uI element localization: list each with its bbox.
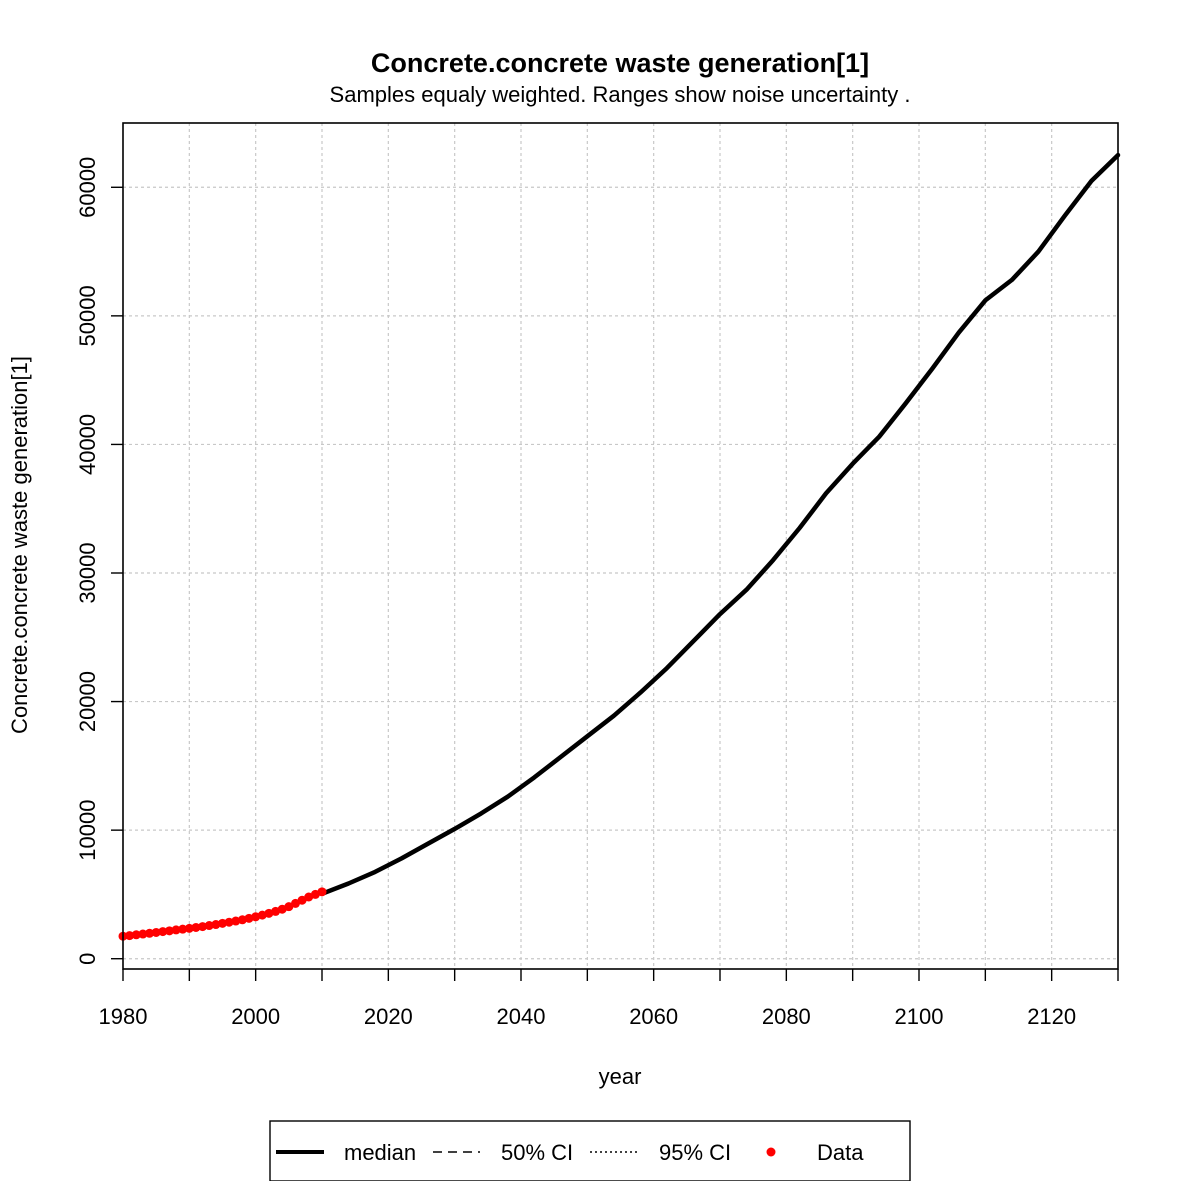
data-point (138, 929, 148, 939)
data-point (317, 887, 327, 897)
y-axis-label: Concrete.concrete waste generation[1] (7, 356, 32, 734)
data-point (151, 927, 161, 937)
data-point (218, 918, 227, 928)
data-point (211, 920, 221, 930)
data-point (191, 922, 201, 932)
data-point (198, 922, 208, 932)
data-point (145, 928, 155, 938)
legend-median-label: median (344, 1140, 416, 1165)
plot-series (118, 152, 1121, 941)
grid (123, 123, 1118, 969)
legend-box (269, 1120, 911, 1181)
y-tick-label: 50000 (75, 285, 100, 346)
x-tick-label: 1980 (99, 1004, 148, 1029)
x-tick-label: 2040 (497, 1004, 546, 1029)
y-tick-label: 20000 (75, 671, 100, 732)
plot-frame (122, 122, 1119, 970)
data-point (131, 930, 141, 940)
legend-50ci-label: 50% CI (501, 1140, 573, 1165)
y-tick-label: 40000 (75, 414, 100, 475)
legend-data-label: Data (817, 1140, 864, 1165)
y-tick-label: 60000 (75, 157, 100, 218)
legend-data-swatch (766, 1147, 776, 1157)
y-tick-label: 10000 (75, 800, 100, 861)
data-point (164, 926, 174, 936)
chart-title: Concrete.concrete waste generation[1] (371, 48, 869, 78)
x-tick-label: 2120 (1027, 1004, 1076, 1029)
data-point (204, 921, 214, 931)
x-tick-label: 2020 (364, 1004, 413, 1029)
x-tick-label: 2100 (895, 1004, 944, 1029)
x-tick-label: 2080 (762, 1004, 811, 1029)
y-tick-label: 30000 (75, 542, 100, 603)
x-tick-label: 2000 (231, 1004, 280, 1029)
median-line (319, 152, 1121, 897)
x-axis: 1980 2000 2020 2040 2060 2080 2100 2120 (99, 969, 1119, 1029)
legend: median 50% CI 95% CI Data (269, 1120, 911, 1181)
chart-subtitle: Samples equaly weighted. Ranges show noi… (330, 82, 911, 107)
y-axis: 0 10000 20000 30000 40000 50000 60000 (75, 157, 123, 965)
legend-95ci-label: 95% CI (659, 1140, 731, 1165)
data-point (125, 931, 135, 941)
x-axis-label: year (599, 1064, 642, 1089)
x-tick-label: 2060 (629, 1004, 678, 1029)
data-point (184, 923, 194, 933)
y-tick-label: 0 (75, 953, 100, 965)
data-point (224, 917, 234, 927)
data-point (178, 924, 188, 934)
data-point (158, 927, 168, 937)
data-point (171, 925, 181, 935)
